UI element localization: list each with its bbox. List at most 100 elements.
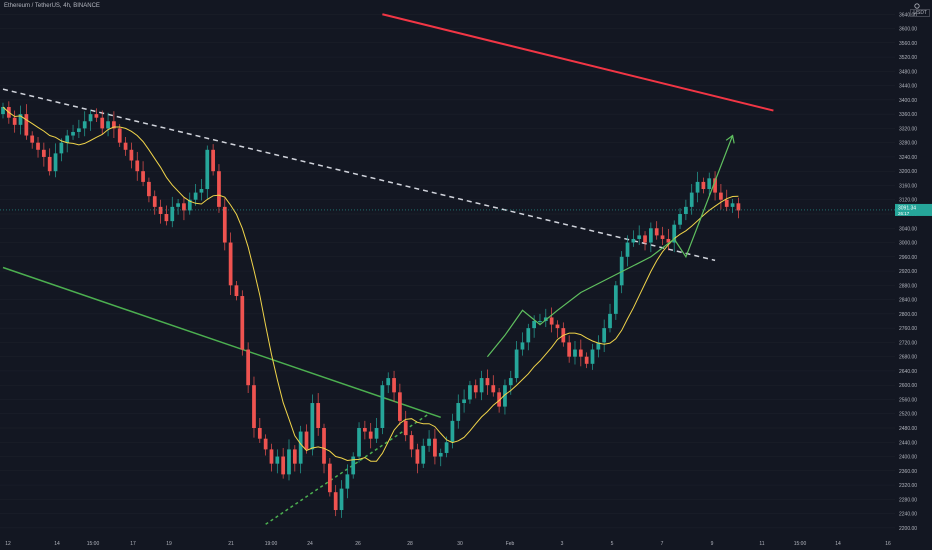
time-tick-label: Feb xyxy=(506,541,515,547)
candle-body xyxy=(590,349,595,364)
candle-body xyxy=(363,428,367,432)
price-tick-label: 2320.00 xyxy=(899,483,917,489)
candle-body xyxy=(380,385,385,428)
price-tick-label: 3120.00 xyxy=(899,198,917,204)
candle-body xyxy=(41,149,46,157)
time-tick-label: 24 xyxy=(307,541,313,547)
candle-body xyxy=(462,399,466,404)
candle-body xyxy=(12,117,17,125)
candle-body xyxy=(631,238,636,243)
candle-body xyxy=(438,452,443,457)
time-axis: 12 14 15:00 17 19 21 19:00 24 26 28 30 Feb 3 5 7 9 11 15:… xyxy=(0,535,932,550)
candle-body xyxy=(654,228,659,236)
time-tick-label: 28 xyxy=(407,541,413,547)
price-label-timer: 26:17 xyxy=(898,211,910,216)
candle-body xyxy=(117,128,122,143)
projection-layer xyxy=(486,134,735,358)
candle-body xyxy=(625,242,630,257)
candle-body xyxy=(47,156,52,172)
price-tick-label: 2600.00 xyxy=(899,383,917,389)
candle-body xyxy=(135,160,140,172)
candle-body xyxy=(158,206,163,214)
red-trendline xyxy=(382,13,774,112)
candle-body xyxy=(100,117,105,129)
candle-body xyxy=(88,114,93,122)
time-tick-label: 11 xyxy=(759,541,764,547)
candle-body xyxy=(637,235,642,239)
candle-body xyxy=(648,228,653,243)
currency-badge[interactable]: USDT xyxy=(910,9,930,17)
candle-body xyxy=(252,385,256,428)
price-tick-label: 2720.00 xyxy=(899,340,917,346)
candle-body xyxy=(351,456,356,475)
top-right-controls[interactable] xyxy=(910,2,924,18)
time-tick-label: 17 xyxy=(130,541,136,547)
price-tick-label: 3280.00 xyxy=(899,141,917,147)
candle-body xyxy=(281,456,286,475)
price-tick-label: 3400.00 xyxy=(899,98,917,104)
candle-body xyxy=(398,392,402,421)
candle-body xyxy=(689,192,694,207)
price-tick-label: 3000.00 xyxy=(899,241,917,247)
candle-body xyxy=(222,206,227,243)
candle-body xyxy=(468,385,472,400)
candle-body xyxy=(701,181,706,190)
candle-body xyxy=(106,121,110,129)
price-tick-label: 3160.00 xyxy=(899,183,917,189)
projection-arrowhead xyxy=(725,134,735,144)
time-tick-label: 12 xyxy=(5,541,11,547)
candle-body xyxy=(316,403,321,428)
price-tick-label: 2440.00 xyxy=(899,440,917,446)
candle-body xyxy=(368,431,373,439)
time-tick-label: 14 xyxy=(54,541,60,547)
candle-body xyxy=(182,203,186,211)
candle-body xyxy=(421,445,426,464)
candle-body xyxy=(473,385,478,393)
candle-body xyxy=(532,321,536,329)
time-tick-label: 19 xyxy=(166,541,172,547)
candle-body xyxy=(736,203,741,211)
symbol-title: Ethereum / TetherUS, 4h, BINANCE xyxy=(4,3,100,9)
candle-body xyxy=(427,438,431,446)
white-dashed-trendline xyxy=(2,88,716,262)
price-tick-label: 3040.00 xyxy=(899,226,917,232)
candle-body xyxy=(123,142,128,150)
price-axis-bg xyxy=(895,0,932,550)
candle-body xyxy=(555,324,560,329)
candle-body xyxy=(684,206,688,214)
price-tick-label: 2800.00 xyxy=(899,312,917,318)
price-tick-label: 2400.00 xyxy=(899,455,917,461)
time-tick-label: 15:00 xyxy=(87,541,100,547)
moving-average-line xyxy=(2,106,739,462)
price-tick-label: 2920.00 xyxy=(899,269,917,275)
candle-body xyxy=(386,378,391,386)
price-tick-label: 2240.00 xyxy=(899,512,917,518)
candle-body xyxy=(333,492,338,511)
candle-body xyxy=(596,342,601,350)
candle-body xyxy=(199,189,204,193)
price-tick-label: 2360.00 xyxy=(899,469,917,475)
candle-body xyxy=(392,378,396,393)
candle-body xyxy=(608,313,612,329)
candle-body xyxy=(77,128,81,132)
candle-body xyxy=(228,242,233,286)
candle-body xyxy=(724,199,729,207)
price-tick-label: 2880.00 xyxy=(899,283,917,289)
price-tick-label: 3480.00 xyxy=(899,69,917,75)
price-tick-label: 3640.00 xyxy=(899,12,917,18)
candle-body xyxy=(503,385,507,407)
time-tick-label: 30 xyxy=(457,541,463,547)
candle-body xyxy=(176,203,180,207)
candle-body xyxy=(164,214,169,222)
candle-body xyxy=(578,349,583,357)
candle-body xyxy=(275,456,280,464)
time-tick-label: 26 xyxy=(355,541,361,547)
price-tick-label: 2560.00 xyxy=(899,397,917,403)
time-axis-bg xyxy=(0,535,932,550)
candle-body xyxy=(415,449,420,464)
candle-body xyxy=(497,392,501,407)
candle-body xyxy=(240,296,245,350)
candle-body xyxy=(514,349,519,379)
